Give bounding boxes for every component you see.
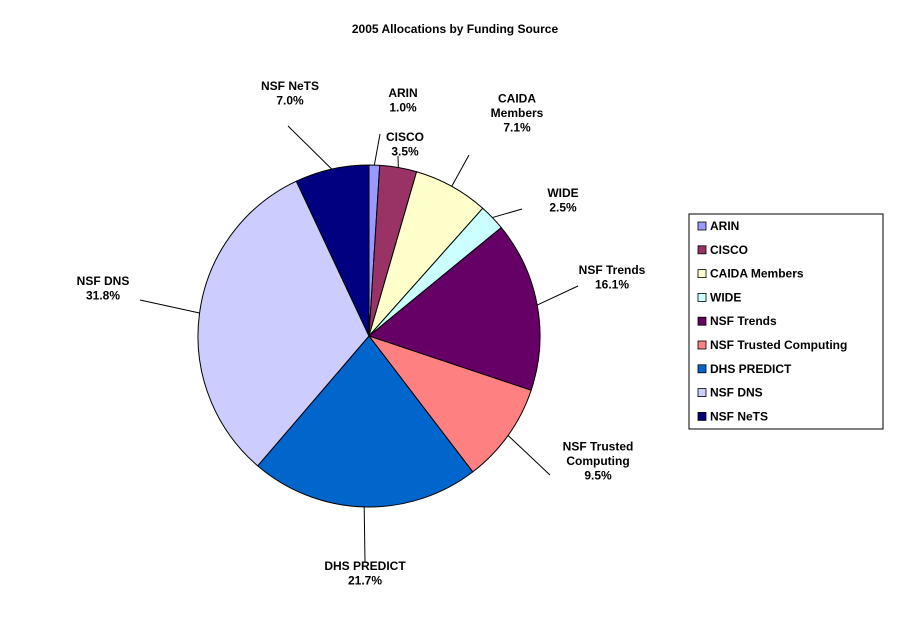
pie-slice-nsf-trends (367, 226, 541, 391)
leader-line (492, 208, 523, 219)
legend-label: NSF NeTS (710, 409, 768, 423)
pie-slices (197, 164, 541, 508)
leader-line (536, 285, 579, 306)
leader-line (287, 125, 333, 170)
data-label-caida-members: CAIDA Members 7.1% (491, 92, 544, 135)
data-label-dhs-predict: DHS PREDICT 21.7% (324, 559, 406, 588)
legend-box (688, 213, 884, 430)
legend-swatch (697, 292, 707, 302)
legend-label: ARIN (710, 219, 739, 233)
legend: ARIN CISCO CAIDA Members WIDE NSF Trends NSF … (688, 213, 884, 430)
data-label-nsf-dns: NSF DNS 31.8% (77, 274, 130, 303)
data-labels: ARIN 1.0% CISCO 3.5% CAIDA Members 7.1% WIDE 2.5… (77, 79, 646, 588)
legend-label: DHS PREDICT (710, 362, 792, 376)
data-label-nsf-trends: NSF Trends 16.1% (579, 263, 646, 292)
leader-lines (139, 125, 579, 563)
leader-line (363, 506, 366, 563)
legend-label: CISCO (710, 243, 748, 257)
leader-line (507, 435, 551, 476)
data-label-cisco: CISCO 3.5% (386, 130, 424, 159)
leader-line (451, 154, 470, 187)
leader-line (373, 133, 381, 166)
legend-label: NSF Trusted Computing (710, 338, 847, 352)
data-label-arin: ARIN 1.0% (388, 86, 417, 115)
leader-line (139, 299, 200, 314)
legend-swatch (697, 316, 707, 326)
data-label-nsf-nets: NSF NeTS 7.0% (261, 79, 319, 108)
legend-swatch (697, 245, 707, 255)
legend-label: CAIDA Members (710, 267, 804, 281)
pie-slice-nsf-nets (295, 164, 370, 337)
legend-swatch (697, 364, 707, 374)
data-label-wide: WIDE 2.5% (547, 186, 578, 215)
legend-label: WIDE (710, 290, 741, 304)
legend-swatch (697, 411, 707, 421)
legend-swatch (697, 269, 707, 279)
legend-label: NSF Trends (710, 314, 777, 328)
legend-swatch (697, 221, 707, 231)
data-label-nsf-trusted-computing: NSF Trusted Computing 9.5% (563, 440, 634, 483)
legend-label: NSF DNS (710, 386, 763, 400)
legend-swatch (697, 340, 707, 350)
legend-swatch (697, 388, 707, 398)
chart-title: 2005 Allocations by Funding Source (352, 22, 559, 36)
